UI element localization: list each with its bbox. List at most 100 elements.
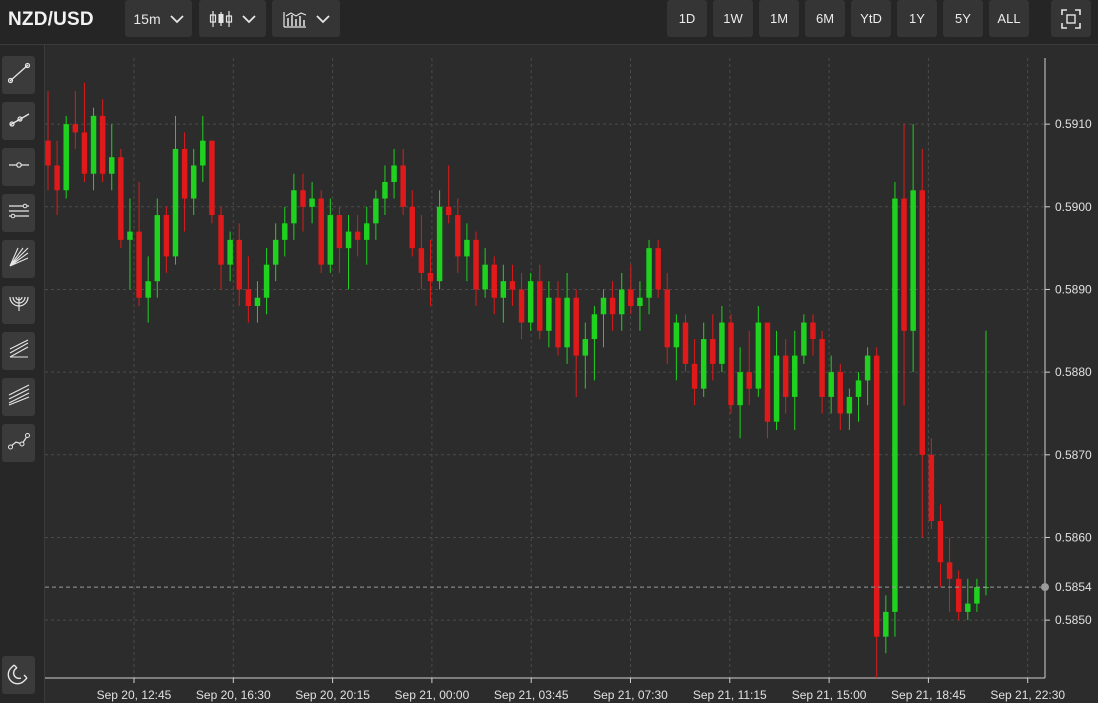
range-1w-button[interactable]: 1W <box>713 0 753 37</box>
candle <box>764 322 771 439</box>
x-tick-label: Sep 21, 15:00 <box>792 688 867 702</box>
candle <box>145 256 151 323</box>
ray-tool[interactable] <box>2 102 35 140</box>
candle-body <box>455 215 461 257</box>
horizontal-line-icon <box>7 153 31 182</box>
candle-body <box>272 239 279 265</box>
candle-body <box>118 157 124 240</box>
y-axis-labels: 0.5850 0.5860 0.5870 0.5880 0.5890 0.5900 0.59… <box>1045 117 1092 627</box>
candle-body <box>700 339 707 389</box>
candle <box>664 272 670 364</box>
candle <box>282 206 288 257</box>
x-tick-label: Sep 21, 22:30 <box>990 688 1065 702</box>
candle-body <box>965 603 971 612</box>
candle-body <box>45 140 51 166</box>
range-all-button[interactable]: ALL <box>989 0 1029 37</box>
candle <box>163 206 170 273</box>
candle <box>464 223 470 282</box>
candle-body <box>518 289 525 323</box>
candle-body <box>364 223 370 240</box>
y-tick-label: 0.5900 <box>1055 200 1092 214</box>
candle-body <box>928 454 935 521</box>
range-1m-button[interactable]: 1M <box>759 0 799 37</box>
path-tool[interactable] <box>2 424 35 462</box>
pitchfork-tool[interactable] <box>2 332 35 370</box>
fan-tool[interactable] <box>2 240 35 278</box>
candle-body <box>218 215 224 265</box>
candle <box>600 289 607 348</box>
fullscreen-button[interactable] <box>1051 0 1091 37</box>
candle-body <box>54 165 60 191</box>
candle-body <box>99 115 106 174</box>
y-tick-label: 0.5860 <box>1055 530 1092 544</box>
drawing-tools-sidebar <box>0 45 45 703</box>
chart-type-dropdown[interactable] <box>199 0 266 37</box>
candle-body <box>773 355 780 422</box>
candle <box>673 314 680 381</box>
x-tick-label: Sep 21, 07:30 <box>593 688 668 702</box>
candle-body <box>72 124 79 133</box>
x-axis-labels: Sep 20, 12:45 Sep 20, 16:30 Sep 20, 20:15 S… <box>97 678 1065 702</box>
candle <box>910 124 916 373</box>
candle <box>618 272 625 331</box>
range-ytd-button[interactable]: YtD <box>851 0 891 37</box>
candle-body <box>628 289 634 306</box>
candle-body <box>309 198 315 207</box>
candle-body <box>445 206 452 216</box>
candle <box>200 115 206 182</box>
magnet-tool[interactable] <box>2 656 35 694</box>
candle <box>782 339 789 414</box>
range-1d-button[interactable]: 1D <box>667 0 707 37</box>
candle <box>801 314 807 364</box>
candle-body <box>163 215 170 257</box>
candle <box>245 256 252 323</box>
range-6m-button[interactable]: 6M <box>805 0 845 37</box>
candle <box>118 148 124 249</box>
candle-body <box>746 372 752 389</box>
current-price-line: 0.5854 <box>45 580 1092 594</box>
candle <box>136 182 142 306</box>
candle <box>755 306 762 397</box>
candle <box>901 124 907 406</box>
candle-body <box>873 355 880 637</box>
candle-body <box>81 132 88 174</box>
candle-body <box>190 165 197 199</box>
x-tick-label: Sep 21, 18:45 <box>891 688 966 702</box>
symbol-title[interactable]: NZD/USD <box>8 9 94 30</box>
candle-body <box>245 289 252 306</box>
candle-body <box>600 297 607 315</box>
candle <box>700 322 707 397</box>
interval-dropdown[interactable]: 15m <box>125 0 192 37</box>
chevron-down-icon <box>169 14 184 24</box>
range-5y-button[interactable]: 5Y <box>943 0 983 37</box>
fibonacci-tool[interactable] <box>2 378 35 416</box>
candle-body <box>473 239 479 290</box>
candle-body <box>983 587 989 589</box>
trend-line-tool[interactable] <box>2 56 35 94</box>
x-tick-label: Sep 21, 11:15 <box>693 688 767 702</box>
candle <box>919 148 925 538</box>
candle <box>190 148 197 216</box>
range-1y-button[interactable]: 1Y <box>897 0 937 37</box>
indicators-icon <box>282 10 307 28</box>
parallel-channel-tool[interactable] <box>2 194 35 232</box>
x-tick-label: Sep 20, 16:30 <box>196 688 271 702</box>
indicators-dropdown[interactable] <box>272 0 340 37</box>
arc-tool[interactable] <box>2 286 35 324</box>
candle <box>364 206 370 265</box>
candle <box>864 347 871 406</box>
candle <box>837 363 844 430</box>
horizontal-line-tool[interactable] <box>2 148 35 186</box>
candle-body <box>637 297 643 306</box>
candle <box>710 314 716 381</box>
candle-body <box>300 190 306 207</box>
x-tick-label: Sep 20, 12:45 <box>97 688 172 702</box>
candle-body <box>500 281 507 298</box>
candle <box>291 173 297 240</box>
path-icon <box>7 429 31 458</box>
candle-body <box>974 587 980 604</box>
fan-icon <box>7 245 31 274</box>
arc-icon <box>7 291 31 320</box>
candle-body <box>673 322 680 348</box>
